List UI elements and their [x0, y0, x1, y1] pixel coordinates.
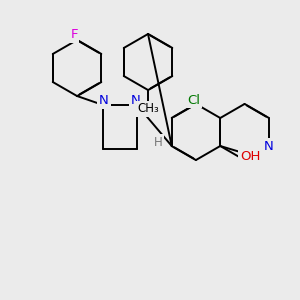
Text: N: N	[264, 140, 274, 152]
Text: OH: OH	[240, 149, 260, 163]
Text: Cl: Cl	[188, 94, 200, 106]
Text: N: N	[99, 94, 109, 107]
Text: CH₃: CH₃	[137, 103, 159, 116]
Text: H: H	[153, 136, 162, 148]
Text: F: F	[70, 28, 78, 41]
Text: N: N	[131, 94, 141, 107]
